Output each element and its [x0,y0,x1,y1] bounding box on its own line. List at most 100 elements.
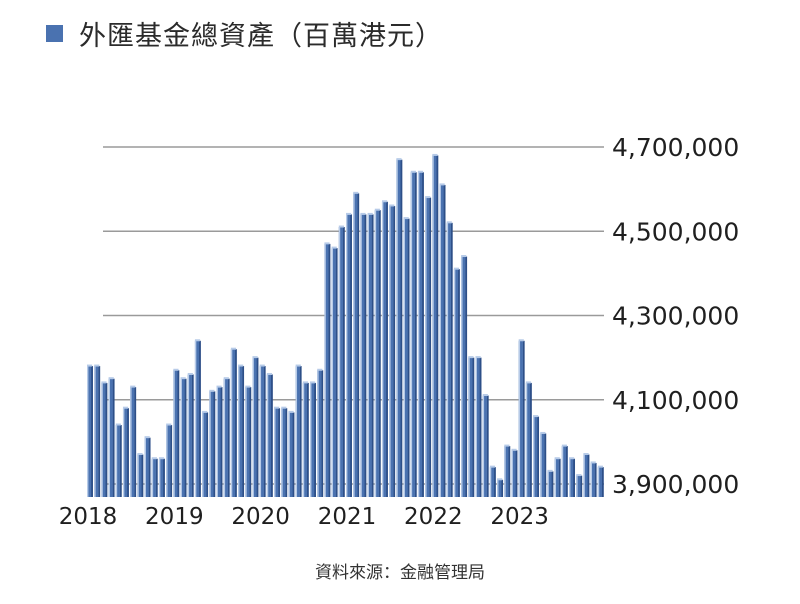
bar [576,474,583,497]
bar [230,347,237,497]
bar-top [115,423,121,426]
bar-top [137,453,143,456]
bar-highlight [209,391,211,497]
bar-top [202,410,208,413]
bar-front [295,366,300,497]
bar [353,191,360,497]
bar-side [472,357,475,497]
bar-front [144,437,149,497]
bar-front [173,370,178,497]
bar-side [349,214,352,497]
bar-top [302,381,309,384]
bar-front [569,458,574,497]
bar-highlight [94,366,96,497]
bar-highlight [130,387,132,497]
bar-front [194,340,200,497]
bar-side [90,366,93,497]
bar-highlight [187,374,190,497]
bar-highlight [324,243,326,497]
bar [216,385,223,497]
bar-highlight [108,378,110,497]
bar-highlight [288,412,290,497]
bar [533,415,540,497]
bar [504,444,511,497]
bar-front [209,391,214,497]
bar-top [252,356,258,359]
bar-side [105,382,108,497]
bar-highlight [295,366,298,497]
bar-highlight [223,378,226,497]
bar [209,389,216,497]
bar-front [331,248,336,497]
bar-front [115,425,120,497]
bar-side [515,450,518,497]
bar-front [403,218,408,498]
bar-highlight [468,357,470,497]
bar-top [295,364,301,367]
bar [497,478,504,497]
bar-side [299,366,302,497]
bar-side [551,471,554,497]
bar-highlight [252,357,254,497]
bar-front [475,357,480,497]
bar-top [547,469,553,472]
bar [137,453,144,497]
bar-highlight [151,458,154,497]
bar-side [573,458,576,497]
bar [547,469,554,497]
bar-side [493,467,496,497]
bar-front [540,433,545,497]
bar [94,364,101,497]
bar-side [457,269,460,497]
bar-front [346,214,351,497]
bar-front [396,159,401,497]
bar-side [249,387,252,497]
bar-side [234,349,237,497]
bar [425,196,432,498]
bar-top [403,217,409,220]
bar [518,339,525,497]
bar [151,457,158,497]
bar-top [130,385,136,388]
bar-top [180,377,186,380]
bar-front [238,366,243,497]
bar-side [242,366,245,497]
bar-top [569,457,575,460]
bar-highlight [403,218,405,498]
bar-side [285,408,288,497]
bar-top [389,204,395,207]
y-tick-label: 4,100,000 [612,386,739,415]
bar [302,381,309,497]
bar-side [371,214,374,497]
bar [130,385,137,497]
bar [482,394,489,497]
bar-front [87,366,92,497]
bar-side [414,172,417,497]
bar-top [245,385,251,388]
bar [511,448,518,497]
bar-highlight [396,159,398,497]
bar-front [518,340,523,497]
bar-side [501,479,504,497]
bar-top [561,444,568,447]
bar-highlight [144,437,146,497]
bar [122,406,129,497]
bar-side [198,340,201,497]
bar-side [537,416,540,497]
bar-front [202,412,207,497]
bar-side [335,248,338,497]
bar [475,356,482,497]
bar-highlight [166,425,168,497]
bar-side [580,475,583,497]
bar [561,444,568,497]
bar-side [278,408,281,497]
bar-side [465,256,468,497]
bar-top [417,170,424,173]
bar-highlight [338,227,341,497]
bar-side [357,193,360,497]
bar-top [432,153,438,156]
bar-front [597,467,602,497]
bar-top [533,415,539,418]
bar-side [191,374,194,497]
bar-side [429,197,432,498]
